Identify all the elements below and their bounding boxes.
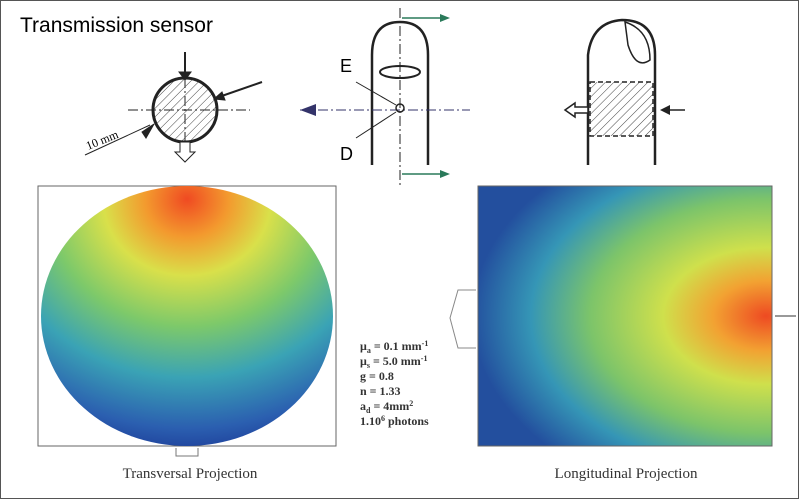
caption-transversal: Transversal Projection [123, 466, 258, 482]
transversal-projection [38, 186, 336, 456]
figure: Transmission sensor 10 mm E D [0, 0, 799, 499]
parameter-line: 1.106 photons [360, 414, 429, 428]
parameter-text: 1.10 [360, 414, 381, 428]
longitudinal-projection [450, 186, 796, 446]
parameter-text: = 4mm [370, 399, 409, 413]
parameter-sup: 2 [409, 399, 413, 408]
parameter-tail: photons [385, 414, 429, 428]
detector-label: D [340, 144, 353, 164]
parameter-line: μs = 5.0 mm-1 [360, 354, 427, 370]
parameter-text: = 5.0 mm [370, 354, 421, 368]
parameter-line: μa = 0.1 mm-1 [360, 339, 428, 355]
parameter-text: = 0.1 mm [371, 339, 422, 353]
emitter-label: E [340, 56, 352, 76]
parameter-text: n = 1.33 [360, 384, 401, 398]
parameter-sup: -1 [422, 339, 429, 348]
title: Transmission sensor [20, 14, 213, 37]
parameter-sup: -1 [421, 354, 428, 363]
caption-longitudinal: Longitudinal Projection [555, 466, 698, 482]
parameter-text: g = 0.8 [360, 369, 394, 383]
parameter-line: n = 1.33 [360, 384, 401, 398]
parameter-line: g = 0.8 [360, 369, 394, 383]
